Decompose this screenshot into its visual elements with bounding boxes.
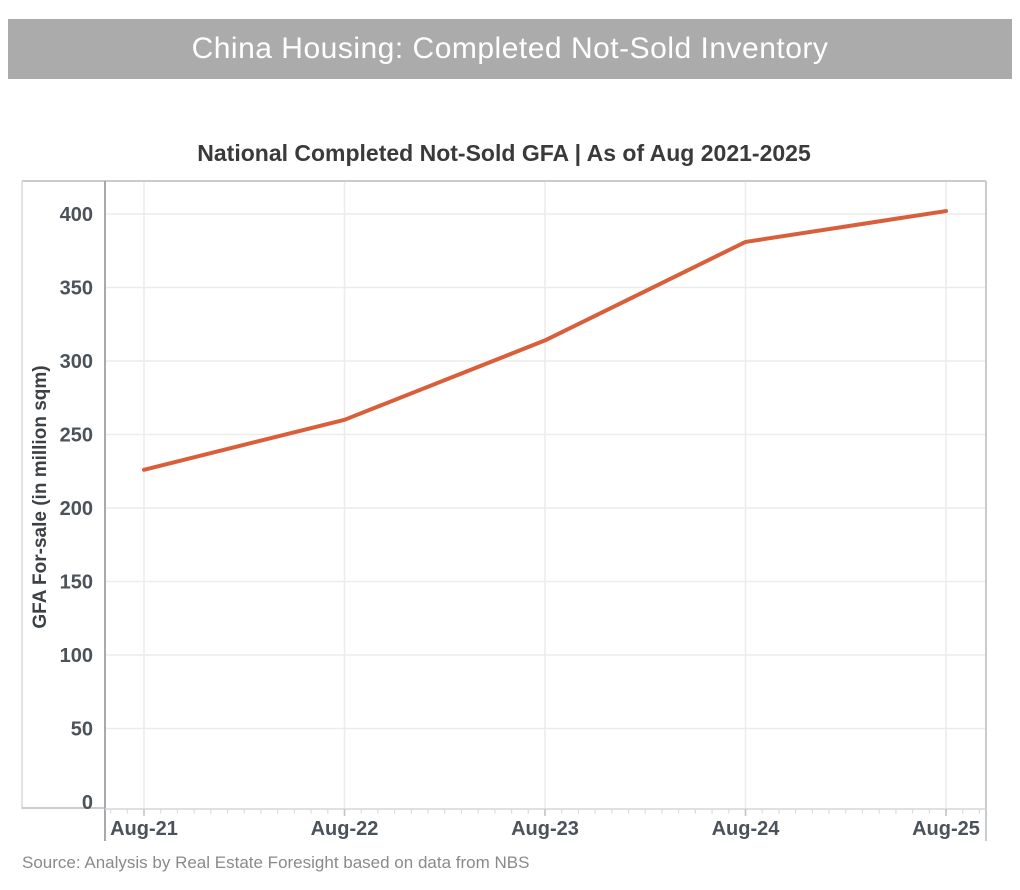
y-tick-label: 400 — [60, 204, 93, 226]
y-tick-label: 150 — [60, 572, 93, 594]
y-axis-title: GFA For-sale (in million sqm) — [30, 365, 51, 628]
y-tick-label: 250 — [60, 425, 93, 447]
y-tick-label: 200 — [60, 498, 93, 520]
y-tick-label: 0 — [82, 792, 93, 814]
y-tick-label: 100 — [60, 645, 93, 667]
plot-area: 0 50 100 150 200 250 300 350 400 Aug-21 Aug-22 Aug-… — [21, 180, 987, 841]
y-tick-label: 50 — [71, 719, 93, 741]
x-tick-label: Aug-24 — [712, 818, 781, 840]
y-tick-label: 300 — [60, 351, 93, 373]
y-tick-label: 350 — [60, 278, 93, 300]
x-tick-label: Aug-22 — [311, 818, 379, 840]
x-tick-label: Aug-23 — [511, 818, 579, 840]
banner-title: China Housing: Completed Not-Sold Invent… — [191, 32, 829, 65]
x-tick-label: Aug-21 — [110, 818, 178, 840]
header-banner: China Housing: Completed Not-Sold Invent… — [8, 19, 1012, 79]
data-line — [142, 209, 948, 472]
x-tick-label: Aug-25 — [912, 818, 980, 840]
chart-title: National Completed Not-Sold GFA | As of … — [197, 140, 811, 166]
source-note: Source: Analysis by Real Estate Foresigh… — [22, 853, 530, 872]
